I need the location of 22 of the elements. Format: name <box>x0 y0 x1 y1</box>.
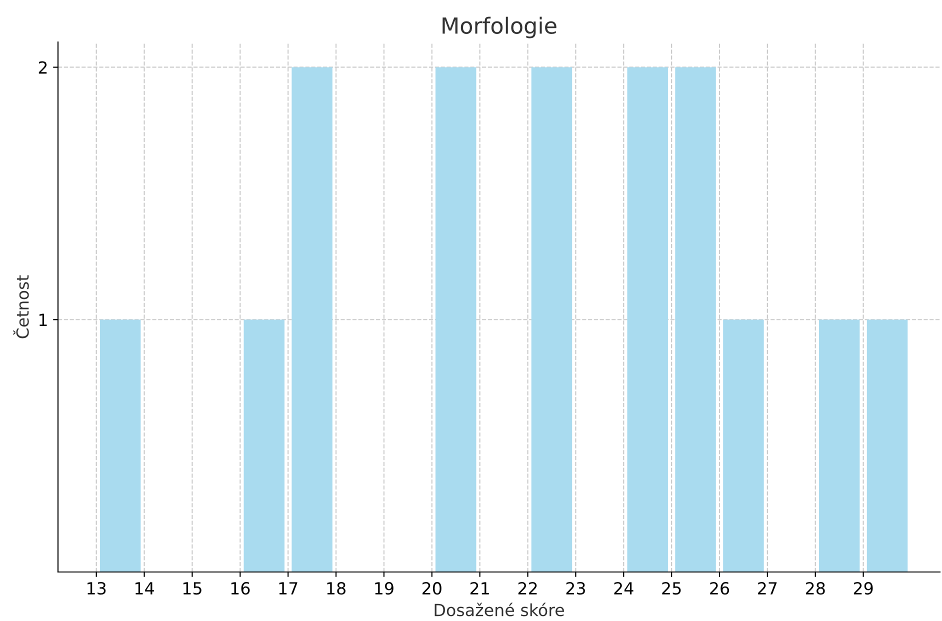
y-tick-label: 2 <box>38 61 47 74</box>
chart-title: Morfologie <box>442 16 556 38</box>
x-tick-label: 24 <box>614 582 634 594</box>
x-tick-label: 23 <box>566 582 585 595</box>
x-tick-label: 17 <box>279 582 298 594</box>
y-tick-label: 1 <box>40 314 47 326</box>
x-axis-title: Dosažené skóre <box>434 602 564 616</box>
y-axis-title: Četnost <box>13 275 29 338</box>
x-tick-label: 15 <box>183 582 202 595</box>
x-tick-label: 20 <box>422 582 442 595</box>
x-tick-label: 21 <box>470 582 489 594</box>
x-tick-label: 16 <box>231 582 250 595</box>
x-tick-label: 26 <box>710 582 730 595</box>
x-tick-label: 13 <box>88 582 106 595</box>
x-tick-label: 22 <box>518 582 537 594</box>
x-tick-label: 27 <box>758 582 777 594</box>
x-tick-label: 14 <box>136 582 154 594</box>
x-tick-label: 25 <box>662 582 681 595</box>
x-tick-label: 28 <box>806 582 825 595</box>
x-tick-label: 29 <box>854 582 873 595</box>
x-tick-label: 19 <box>375 582 394 595</box>
x-tick-label: 18 <box>327 582 346 595</box>
